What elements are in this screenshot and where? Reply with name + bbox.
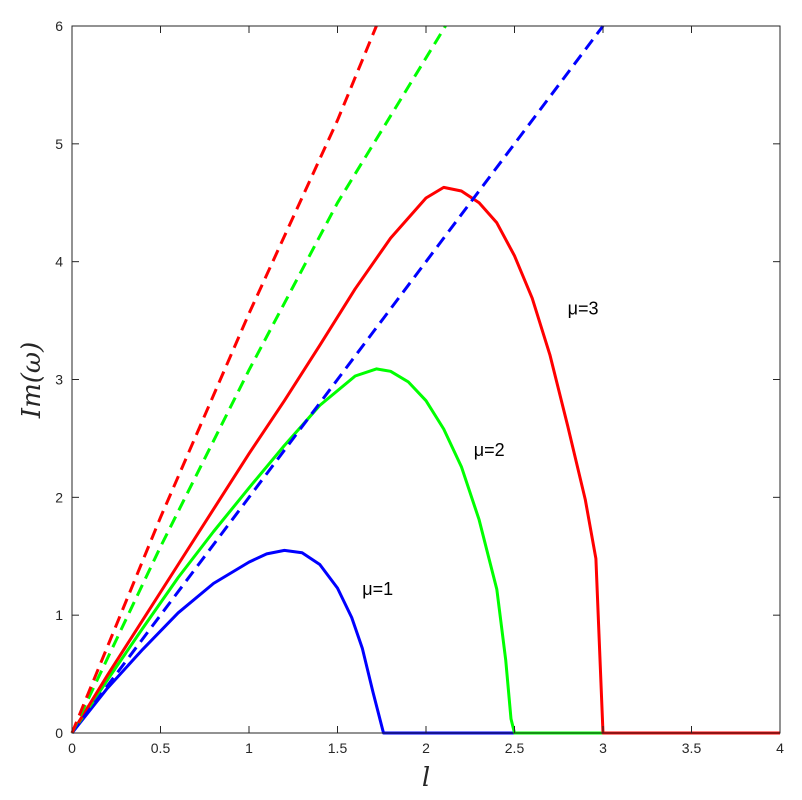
x-tick-label: 3	[599, 740, 607, 756]
y-tick-label: 3	[55, 372, 63, 388]
tick-layer: 0 0.5 1 1.5 2 2.5 3 3.5 4 0 1 2 3 4 5 6	[55, 18, 784, 756]
y-tick-label: 0	[55, 725, 63, 741]
y-axis-label: Im(ω)	[17, 342, 47, 419]
mu-annotation-1: μ=1	[362, 579, 393, 599]
x-tick-label: 2.5	[505, 740, 525, 756]
y-tick-label: 5	[55, 136, 63, 152]
series-line-5	[70, 25, 378, 734]
series-line-1	[70, 367, 780, 735]
series-line-2	[70, 185, 780, 735]
x-tick-label: 0	[68, 740, 76, 756]
mu-annotation-3: μ=3	[568, 299, 599, 319]
mu-annotation-2: μ=2	[474, 440, 505, 460]
x-tick-label: 1	[245, 740, 253, 756]
series-line-3	[70, 25, 605, 734]
plot-background	[72, 26, 780, 733]
x-axis-label: l	[422, 763, 430, 793]
x-tick-label: 2	[422, 740, 430, 756]
y-tick-label: 6	[55, 18, 63, 34]
y-tick-label: 2	[55, 489, 63, 505]
series-line-0	[70, 548, 780, 735]
series-line-4	[70, 25, 447, 734]
y-tick-label: 4	[55, 254, 63, 270]
x-tick-label: 3.5	[682, 740, 702, 756]
x-tick-label: 1.5	[328, 740, 348, 756]
x-tick-label: 4	[776, 740, 784, 756]
series-layer	[70, 25, 780, 735]
y-tick-label: 1	[55, 607, 63, 623]
annotation-layer: μ=1 μ=2 μ=3	[362, 299, 598, 599]
x-tick-label: 0.5	[151, 740, 171, 756]
